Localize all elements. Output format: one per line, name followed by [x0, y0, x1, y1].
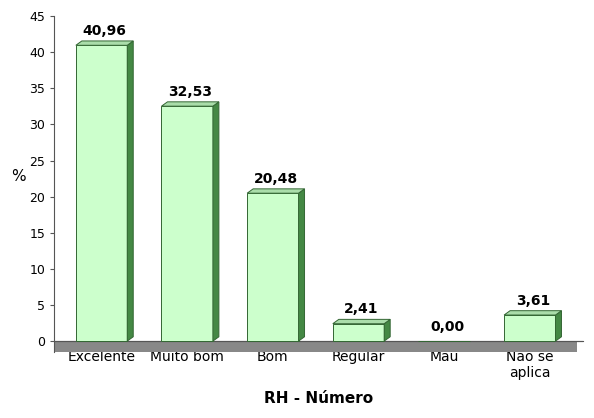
Bar	[333, 324, 384, 341]
Polygon shape	[333, 319, 390, 324]
Text: 2,41: 2,41	[345, 303, 379, 316]
Text: 3,61: 3,61	[516, 294, 550, 308]
Text: 20,48: 20,48	[254, 172, 298, 186]
Bar	[162, 106, 213, 341]
Polygon shape	[127, 41, 133, 341]
Bar	[55, 341, 577, 352]
Text: 0,00: 0,00	[430, 320, 464, 334]
Polygon shape	[247, 189, 305, 193]
Bar	[76, 45, 127, 341]
Text: 40,96: 40,96	[83, 24, 127, 38]
Polygon shape	[555, 311, 561, 341]
X-axis label: RH - Número: RH - Número	[264, 391, 373, 406]
Polygon shape	[384, 319, 390, 341]
Polygon shape	[162, 102, 219, 106]
Bar	[504, 315, 555, 341]
Polygon shape	[76, 41, 133, 45]
Polygon shape	[213, 102, 219, 341]
Polygon shape	[299, 189, 305, 341]
Text: 32,53: 32,53	[168, 85, 212, 99]
Polygon shape	[504, 311, 561, 315]
Y-axis label: %: %	[11, 169, 26, 184]
Bar	[247, 193, 299, 341]
